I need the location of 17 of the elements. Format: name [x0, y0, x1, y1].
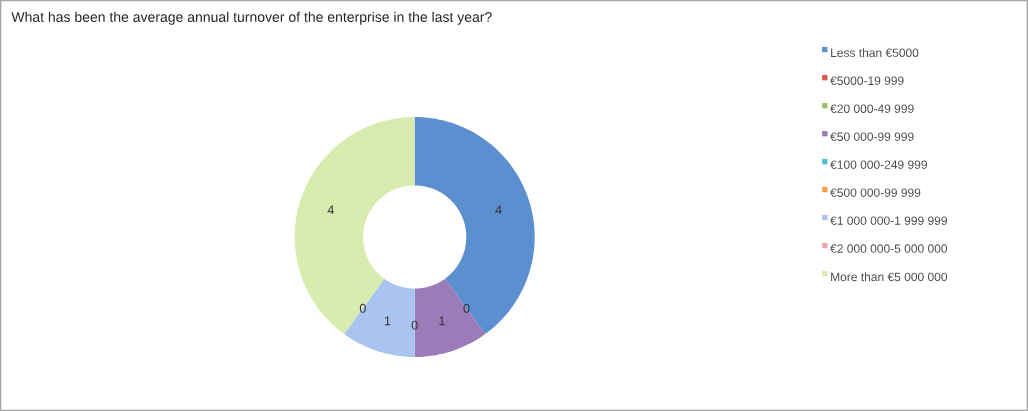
text: 0	[463, 303, 470, 313]
legend-label: More than €5 000 000	[831, 272, 948, 282]
legend-label: €50 000-99 999	[830, 132, 914, 141]
legend-label: €20 000-49 999	[830, 104, 914, 113]
data-label: 1	[439, 316, 445, 326]
legend-label: Less than €5000	[831, 48, 919, 58]
legend-label: €100 000-249 999	[830, 160, 927, 169]
legend-label: €500 000-99 999	[830, 188, 921, 197]
data-label: 4	[495, 205, 502, 215]
legend-label: €1 000 000-1 999 999	[830, 216, 947, 225]
text: 0	[359, 303, 366, 313]
data-label: 1	[384, 316, 391, 326]
legend-label: €5000-19 999	[830, 76, 904, 85]
legend-label: €2 000 000-5 000 000	[830, 244, 948, 253]
chart-title: What has been the average annual turnover of the enterprise in the last year?	[11, 11, 492, 25]
data-label: 4	[327, 205, 334, 215]
text: 0	[411, 320, 418, 330]
